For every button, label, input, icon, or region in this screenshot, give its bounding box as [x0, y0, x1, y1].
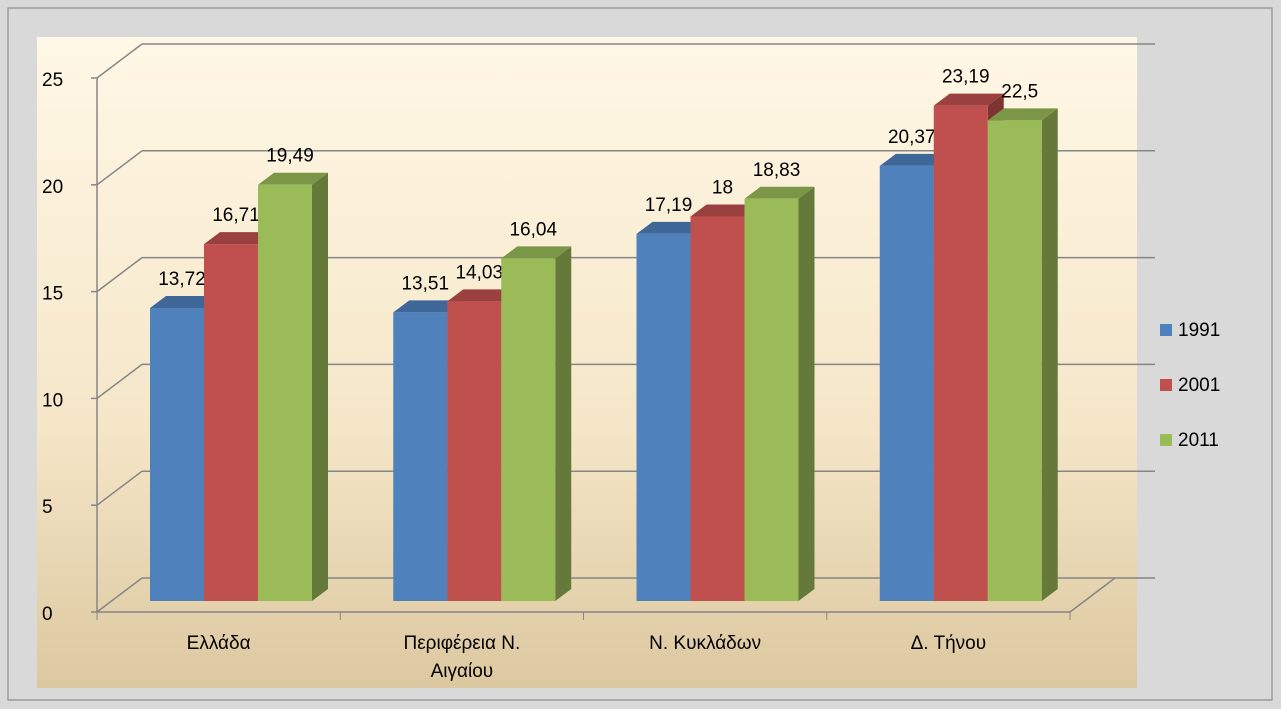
bar	[150, 307, 204, 601]
value-label: 23,19	[942, 67, 990, 88]
grid-line-side	[96, 577, 143, 613]
legend-swatch	[1160, 379, 1172, 391]
value-label: 14,03	[455, 262, 503, 283]
value-label: 19,49	[266, 146, 314, 167]
grid-line-side	[96, 43, 143, 79]
bar-side	[555, 246, 572, 601]
bar	[690, 216, 745, 601]
grid-line-side	[96, 150, 143, 186]
value-label: 18,83	[753, 160, 801, 181]
x-tick-label: Περιφέρεια Ν. Αιγαίου	[403, 633, 521, 682]
bar-top	[987, 108, 1058, 121]
bar	[258, 184, 312, 601]
grid-line-side	[96, 257, 143, 293]
bar-top	[933, 93, 1004, 106]
legend-swatch	[1160, 434, 1172, 446]
y-tick-label: 15	[42, 284, 63, 305]
bar-top	[690, 204, 761, 217]
bar-side	[1041, 108, 1058, 602]
bar	[987, 120, 1042, 602]
bar	[501, 258, 556, 601]
bar-top	[636, 221, 707, 234]
x-tick-label: Ελλάδα	[186, 633, 251, 654]
bar-side	[798, 186, 815, 601]
bar	[933, 105, 988, 602]
value-label: 16,04	[509, 219, 557, 240]
legend-swatch	[1160, 324, 1172, 336]
bar-top	[393, 300, 464, 313]
y-tick-label: 10	[42, 390, 63, 411]
value-label: 17,19	[645, 195, 693, 216]
bar-top	[879, 153, 950, 166]
y-tick-label: 25	[42, 70, 63, 91]
y-tick-label: 0	[42, 604, 53, 625]
bar	[744, 198, 799, 601]
value-label: 22,5	[1001, 81, 1038, 102]
bar-side	[312, 172, 328, 601]
bar-top	[150, 295, 220, 308]
bar-top	[744, 186, 815, 199]
value-label: 16,71	[212, 205, 260, 226]
bar-top	[258, 172, 328, 185]
bar	[393, 312, 448, 601]
legend-label: 2011	[1178, 430, 1219, 451]
value-label: 18	[712, 178, 733, 199]
value-label: 13,51	[401, 273, 449, 294]
bar	[879, 165, 934, 602]
bar-top	[501, 246, 572, 259]
bar-top	[204, 232, 274, 245]
bar	[636, 233, 691, 601]
x-tick-label: Δ. Τήνου	[910, 633, 987, 654]
y-tick-label: 5	[42, 497, 53, 518]
grid-line-side	[96, 363, 143, 399]
x-tick-label: Ν. Κυκλάδων	[649, 633, 762, 654]
value-label: 13,72	[158, 269, 206, 290]
legend-label: 2001	[1178, 375, 1220, 396]
x-axis-depth	[1069, 577, 1116, 613]
legend-label: 1991	[1178, 320, 1220, 341]
bar	[204, 244, 258, 601]
y-tick-label: 20	[42, 177, 63, 198]
bar	[447, 301, 502, 601]
grid-line-side	[96, 470, 143, 506]
value-label: 20,37	[888, 127, 936, 148]
bar-top	[447, 289, 518, 302]
